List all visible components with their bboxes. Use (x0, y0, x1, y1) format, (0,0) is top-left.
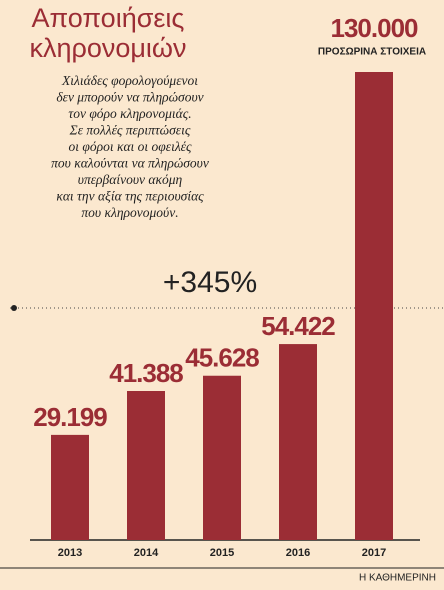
bar (127, 391, 165, 540)
subtitle-line: υπερβαίνουν ακόμη (78, 172, 183, 187)
x-tick-label: 2015 (210, 547, 234, 559)
subtitle-line: και την αξία της περιουσίας (56, 189, 204, 204)
source: Η ΚΑΘΗΜΕΡΙΝΗ (359, 573, 436, 584)
subtitle-line: Χιλιάδες φορολογούμενοι (61, 73, 198, 88)
value-label: 45.628 (185, 343, 259, 373)
value-label: 54.422 (261, 311, 335, 341)
x-tick-label: 2014 (134, 547, 159, 559)
subtitle-line: που κληρονομούν. (81, 205, 178, 220)
x-tick-label: 2013 (58, 547, 82, 559)
x-tick-label: 2017 (362, 547, 386, 559)
bar (203, 375, 241, 540)
bar (51, 434, 89, 540)
annotation: +345% (163, 266, 257, 299)
subtitle-line: Σε πολλές περιπτώσεις (69, 123, 191, 138)
value-label: 41.388 (109, 358, 183, 388)
bar (279, 344, 317, 540)
subtitle-line: δεν μπορούν να πληρώσουν (56, 90, 203, 105)
subtitle-line: που καλούνται να πληρώσουν (51, 156, 209, 171)
value-label: 130.000 (331, 13, 419, 43)
note: ΠΡΟΣΩΡΙΝΑ ΣΤΟΙΧΕΙΑ (318, 47, 426, 58)
subtitle-line: τον φόρο κληρονομιάς. (68, 106, 191, 121)
chart-title: κληρονομιών (29, 33, 186, 63)
chart-title: Αποποιήσεις (32, 3, 185, 33)
value-label: 29.199 (33, 402, 107, 432)
x-tick-label: 2016 (286, 547, 310, 559)
bar (355, 72, 393, 540)
reference-dot (11, 305, 17, 311)
subtitle-line: οι φόροι και οι οφειλές (69, 139, 192, 154)
